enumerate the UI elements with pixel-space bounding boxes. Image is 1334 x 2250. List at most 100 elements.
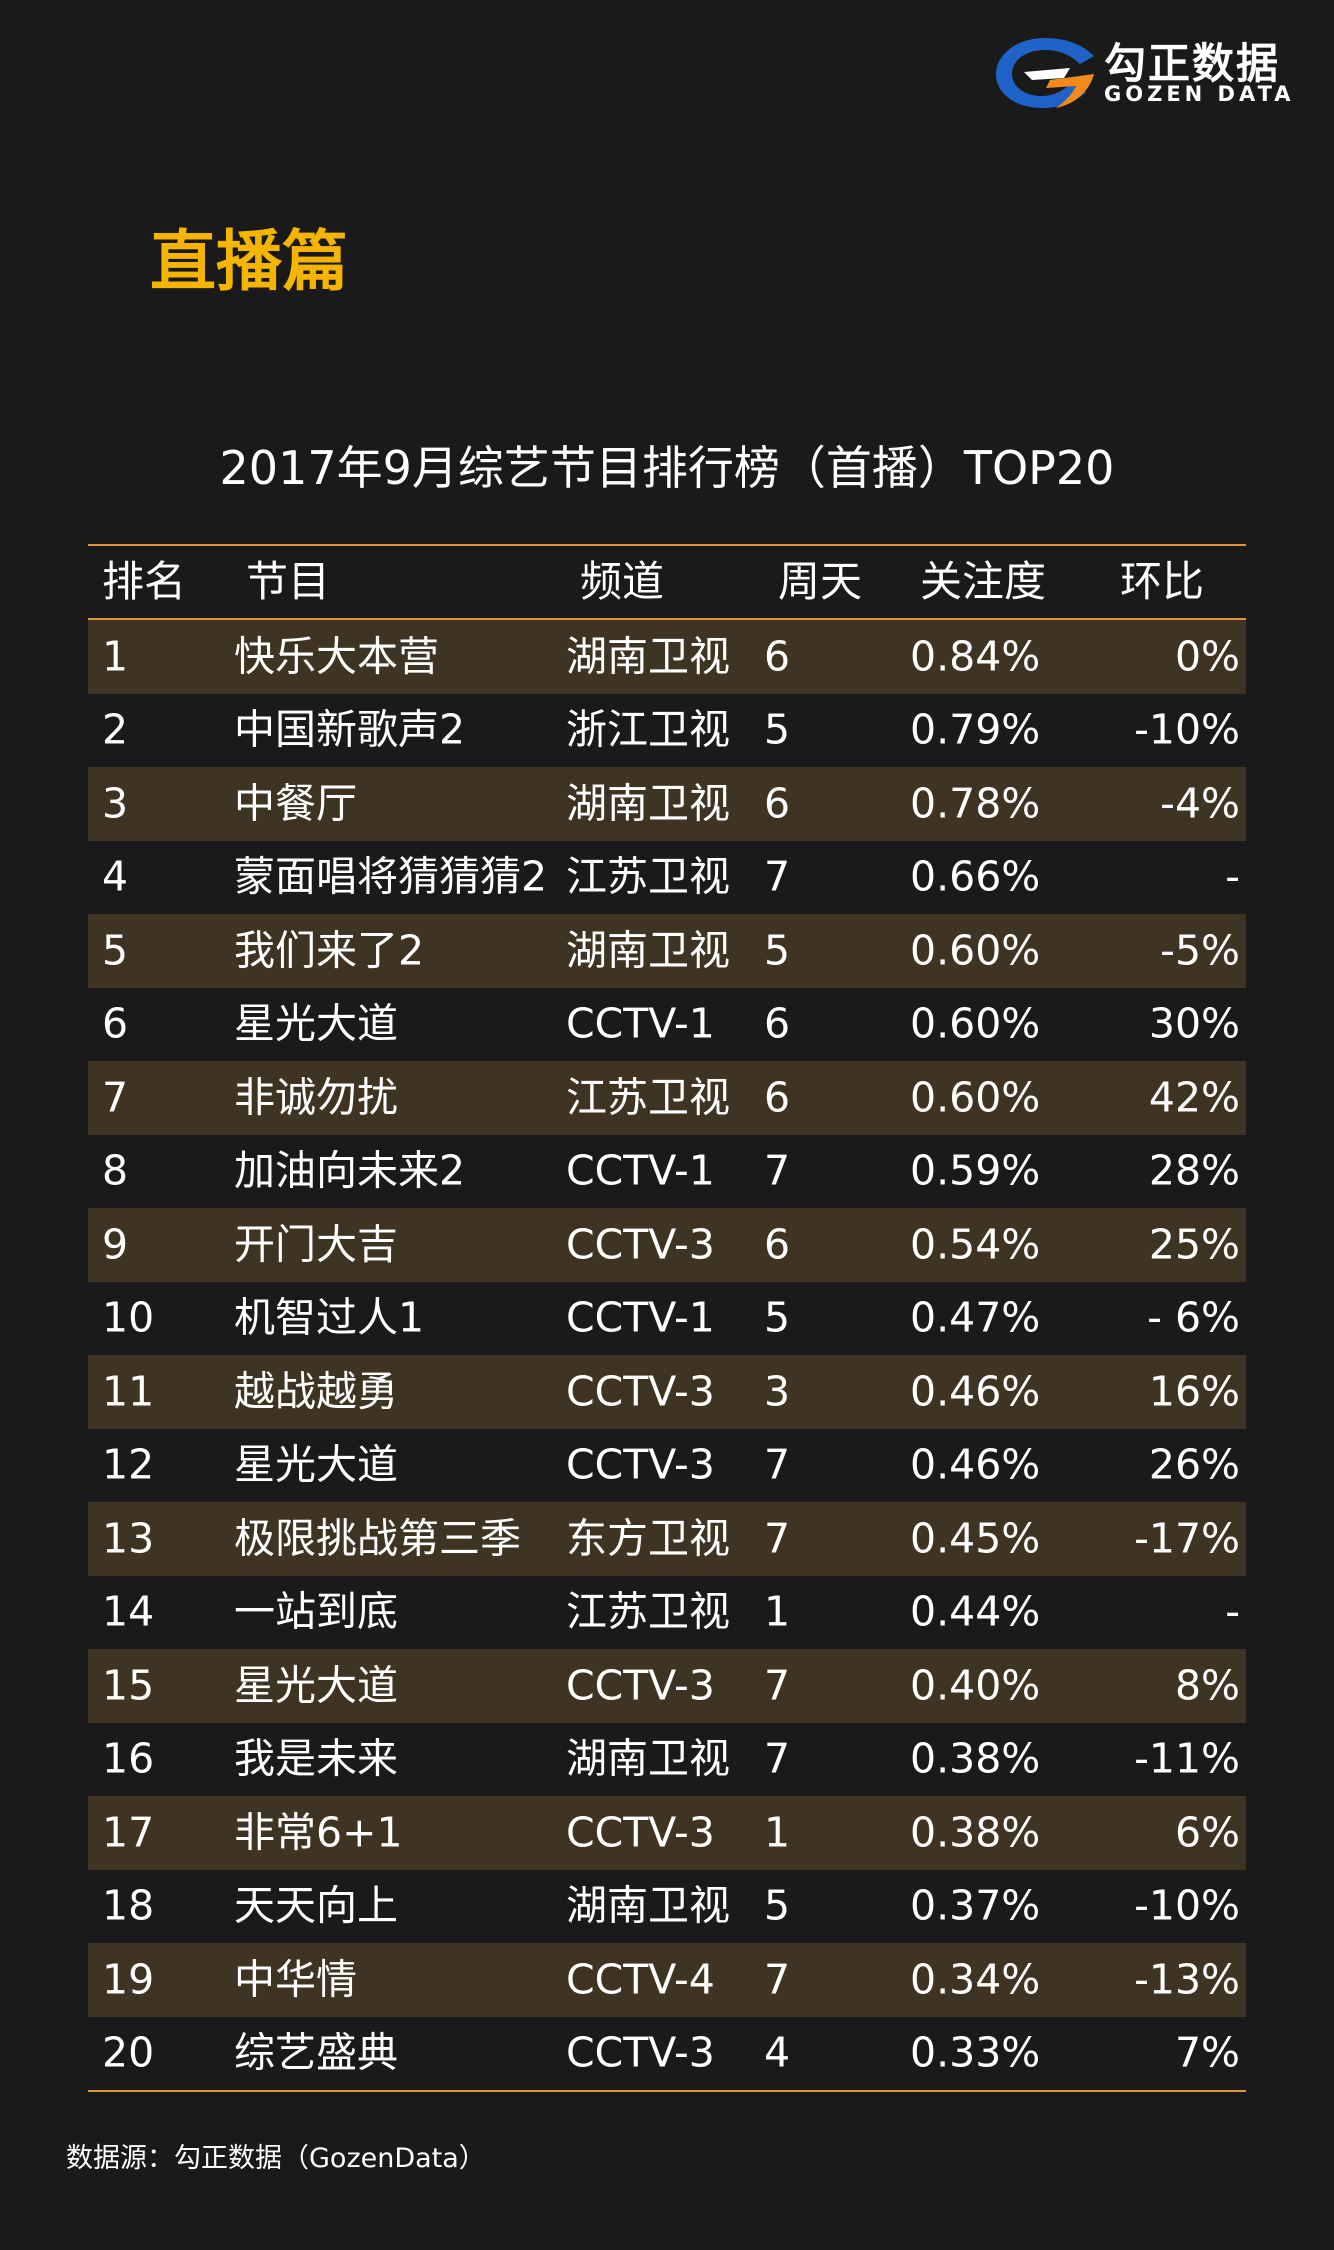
cell-program: 中华情 <box>234 1955 357 2004</box>
cell-day: 7 <box>764 1146 791 1195</box>
cell-change: -5% <box>1160 926 1240 975</box>
cell-day: 1 <box>764 1808 791 1857</box>
table-row: 9 开门大吉 CCTV-3 6 0.54% 25% <box>88 1208 1246 1282</box>
cell-program: 星光大道 <box>234 1661 398 1710</box>
cell-change: -11% <box>1134 1734 1240 1783</box>
table-row: 15 星光大道 CCTV-3 7 0.40% 8% <box>88 1649 1246 1723</box>
cell-change: 16% <box>1148 1367 1240 1416</box>
cell-rank: 10 <box>102 1293 155 1342</box>
cell-attention: 0.66% <box>910 852 1041 901</box>
cell-day: 6 <box>764 779 791 828</box>
cell-day: 4 <box>764 2028 791 2077</box>
gozen-logo: 勾正数据 GOZEN DATA <box>990 28 1310 118</box>
cell-program: 我们来了2 <box>234 926 425 975</box>
cell-day: 6 <box>764 632 791 681</box>
cell-change: 42% <box>1148 1073 1240 1122</box>
cell-attention: 0.38% <box>910 1734 1041 1783</box>
cell-change: 8% <box>1174 1661 1240 1710</box>
cell-attention: 0.59% <box>910 1146 1041 1195</box>
cell-rank: 15 <box>102 1661 155 1710</box>
cell-day: 5 <box>764 926 791 975</box>
cell-change: -13% <box>1134 1955 1240 2004</box>
cell-day: 7 <box>764 852 791 901</box>
cell-change: - 6% <box>1147 1293 1240 1342</box>
cell-channel: 东方卫视 <box>566 1514 730 1563</box>
cell-program: 蒙面唱将猜猜猜2 <box>234 852 548 901</box>
cell-program: 一站到底 <box>234 1587 398 1636</box>
table-row: 1 快乐大本营 湖南卫视 6 0.84% 0% <box>88 620 1246 694</box>
cell-attention: 0.60% <box>910 999 1041 1048</box>
cell-attention: 0.78% <box>910 779 1041 828</box>
gozen-logo-icon <box>996 38 1094 108</box>
cell-program: 极限挑战第三季 <box>234 1514 521 1563</box>
cell-day: 6 <box>764 999 791 1048</box>
cell-change: 30% <box>1148 999 1240 1048</box>
cell-rank: 14 <box>102 1587 155 1636</box>
cell-change: 0% <box>1174 632 1240 681</box>
cell-program: 我是未来 <box>234 1734 398 1783</box>
header-rank: 排名 <box>102 557 187 606</box>
ranking-table: 排名 节目 频道 周天 关注度 环比 1 快乐大本营 湖南卫视 6 0.84% 0% 2 中国… <box>88 544 1246 2092</box>
table-row: 13 极限挑战第三季 东方卫视 7 0.45% -17% <box>88 1502 1246 1576</box>
table-row: 16 我是未来 湖南卫视 7 0.38% -11% <box>88 1723 1246 1797</box>
cell-rank: 2 <box>102 705 129 754</box>
cell-channel: CCTV-1 <box>566 1293 715 1342</box>
cell-day: 7 <box>764 1514 791 1563</box>
cell-program: 开门大吉 <box>234 1220 398 1269</box>
cell-change: -17% <box>1134 1514 1240 1563</box>
table-bottom-rule <box>88 2090 1246 2092</box>
logo-name-cn: 勾正数据 <box>1104 39 1281 88</box>
cell-day: 6 <box>764 1073 791 1122</box>
table-row: 11 越战越勇 CCTV-3 3 0.46% 16% <box>88 1355 1246 1429</box>
table-row: 19 中华情 CCTV-4 7 0.34% -13% <box>88 1943 1246 2017</box>
cell-program: 天天向上 <box>234 1881 398 1930</box>
table-row: 6 星光大道 CCTV-1 6 0.60% 30% <box>88 988 1246 1062</box>
table-row: 8 加油向未来2 CCTV-1 7 0.59% 28% <box>88 1135 1246 1209</box>
cell-day: 5 <box>764 1881 791 1930</box>
cell-attention: 0.34% <box>910 1955 1041 2004</box>
cell-rank: 3 <box>102 779 129 828</box>
cell-channel: 江苏卫视 <box>566 1073 730 1122</box>
cell-rank: 7 <box>102 1073 129 1122</box>
header-attention: 关注度 <box>920 557 1047 606</box>
cell-channel: 湖南卫视 <box>566 1734 730 1783</box>
cell-day: 5 <box>764 705 791 754</box>
header-change: 环比 <box>1120 557 1205 606</box>
table-row: 4 蒙面唱将猜猜猜2 江苏卫视 7 0.66% - <box>88 841 1246 915</box>
cell-day: 6 <box>764 1220 791 1269</box>
cell-change: 6% <box>1174 1808 1240 1857</box>
cell-channel: CCTV-3 <box>566 1440 715 1489</box>
table-row: 14 一站到底 江苏卫视 1 0.44% - <box>88 1576 1246 1650</box>
cell-change: - <box>1225 1587 1240 1636</box>
cell-day: 7 <box>764 1661 791 1710</box>
cell-rank: 8 <box>102 1146 129 1195</box>
cell-attention: 0.45% <box>910 1514 1041 1563</box>
table-row: 18 天天向上 湖南卫视 5 0.37% -10% <box>88 1870 1246 1944</box>
cell-rank: 6 <box>102 999 129 1048</box>
table-title: 2017年9月综艺节目排行榜（首播）TOP20 <box>219 441 1115 495</box>
section-title: 直播篇 <box>150 223 348 300</box>
table-row: 10 机智过人1 CCTV-1 5 0.47% - 6% <box>88 1282 1246 1356</box>
cell-day: 7 <box>764 1955 791 2004</box>
cell-attention: 0.84% <box>910 632 1041 681</box>
cell-program: 星光大道 <box>234 1440 398 1489</box>
cell-change: 26% <box>1148 1440 1240 1489</box>
cell-attention: 0.60% <box>910 926 1041 975</box>
cell-rank: 18 <box>102 1881 155 1930</box>
cell-rank: 1 <box>102 632 129 681</box>
cell-channel: CCTV-3 <box>566 1367 715 1416</box>
cell-channel: 湖南卫视 <box>566 779 730 828</box>
cell-day: 5 <box>764 1293 791 1342</box>
cell-rank: 5 <box>102 926 129 975</box>
cell-rank: 12 <box>102 1440 155 1489</box>
cell-day: 1 <box>764 1587 791 1636</box>
cell-channel: 湖南卫视 <box>566 1881 730 1930</box>
table-row: 20 综艺盛典 CCTV-3 4 0.33% 7% <box>88 2017 1246 2091</box>
cell-program: 非诚勿扰 <box>234 1073 398 1122</box>
cell-change: -4% <box>1160 779 1240 828</box>
table-row: 5 我们来了2 湖南卫视 5 0.60% -5% <box>88 914 1246 988</box>
cell-day: 7 <box>764 1734 791 1783</box>
data-source-note: 数据源：勾正数据（GozenData） <box>66 2143 486 2174</box>
cell-day: 3 <box>764 1367 791 1416</box>
logo-name-en: GOZEN DATA <box>1104 82 1295 106</box>
